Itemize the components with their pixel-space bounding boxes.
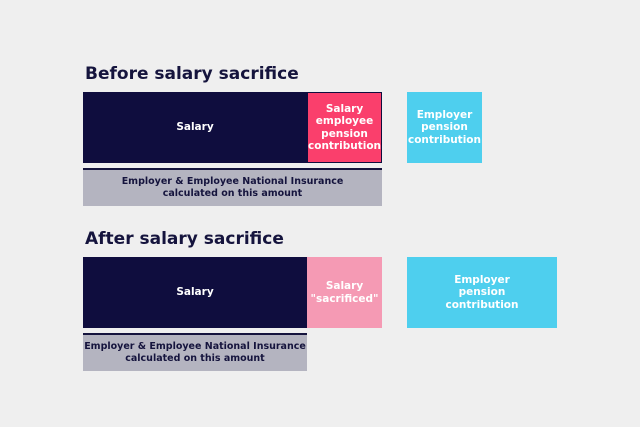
after-ni-block: Employer & Employee National Insurance c… — [83, 333, 307, 371]
before-title: Before salary sacrifice — [85, 64, 299, 84]
before-salary-block: Salary — [83, 92, 307, 163]
after-sacrificed-block: Salary "sacrificed" — [307, 257, 382, 328]
after-salary-block: Salary — [83, 257, 307, 328]
before-ni-block: Employer & Employee National Insurance c… — [83, 168, 382, 206]
before-employer-contribution-block: Employer pension contribution — [407, 92, 482, 163]
after-title: After salary sacrifice — [85, 229, 284, 249]
before-employee-contribution-block: Salary employee pension contribution — [307, 92, 382, 163]
after-employer-contribution-block: Employer pension contribution — [407, 257, 557, 328]
